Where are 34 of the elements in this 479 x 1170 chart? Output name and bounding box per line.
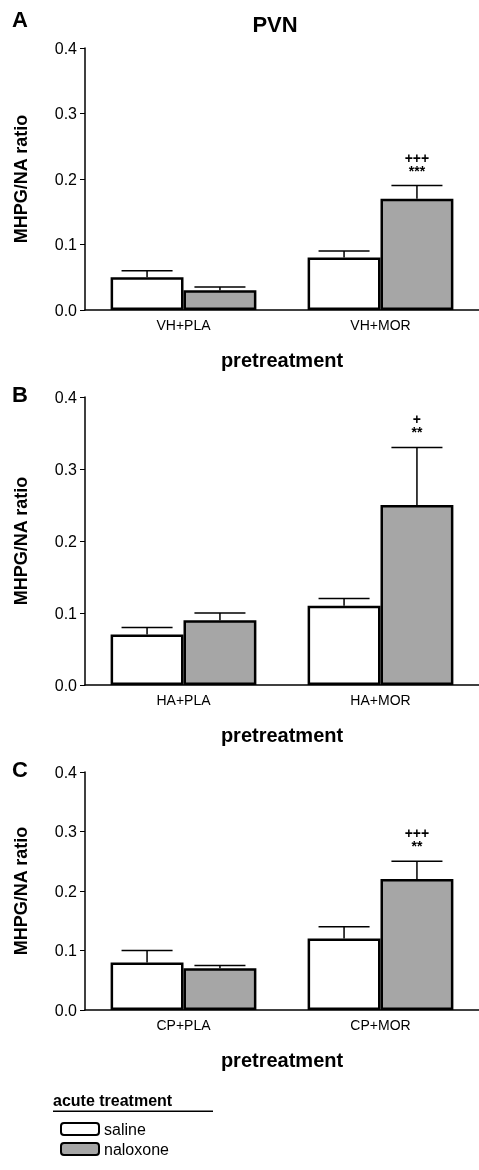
y-tick-label: 0.4 xyxy=(54,763,78,781)
text: A xyxy=(12,6,28,32)
y-tick-label: 0.1 xyxy=(54,942,78,959)
text: B xyxy=(12,381,28,407)
x-tick-label: CP+PLA xyxy=(156,1017,212,1033)
y-tick-label: 0.4 xyxy=(54,388,78,406)
x-tick-label: VH+MOR xyxy=(350,317,411,333)
y-tick-label: 0.3 xyxy=(54,105,78,122)
x-axis-title: pretreatment xyxy=(220,724,344,746)
y-tick-label: 0.3 xyxy=(54,460,78,478)
y-tick-label: 0.0 xyxy=(54,1001,78,1019)
y-tick-label: 0.1 xyxy=(54,236,78,253)
x-axis-title: pretreatment xyxy=(220,1049,344,1071)
y-tick-label: 0.2 xyxy=(54,532,78,550)
x-axis-title: pretreatment xyxy=(220,349,344,371)
x-tick-label: HA+MOR xyxy=(350,692,411,708)
y-tick-label: 0.2 xyxy=(54,170,78,188)
y-axis-title: MHPG/NA ratio xyxy=(11,826,31,956)
y-axis-title: MHPG/NA ratio xyxy=(11,114,31,244)
y-axis-title: MHPG/NA ratio xyxy=(11,476,31,606)
y-tick-label: 0.0 xyxy=(54,301,78,319)
y-tick-label: 0.0 xyxy=(54,676,78,694)
y-tick-label: 0.2 xyxy=(54,882,78,900)
legend-label: naloxone xyxy=(104,1140,170,1158)
y-tick-label: 0.4 xyxy=(54,39,78,57)
x-tick-label: CP+MOR xyxy=(350,1017,411,1033)
y-tick-label: 0.3 xyxy=(54,823,78,840)
chart-title: PVN xyxy=(252,11,298,37)
x-tick-label: VH+PLA xyxy=(156,317,212,333)
legend-title: acute treatment xyxy=(53,1091,173,1109)
legend-label: saline xyxy=(104,1120,146,1138)
x-tick-label: HA+PLA xyxy=(156,692,212,708)
text: C xyxy=(12,756,28,782)
y-tick-label: 0.1 xyxy=(54,604,78,622)
